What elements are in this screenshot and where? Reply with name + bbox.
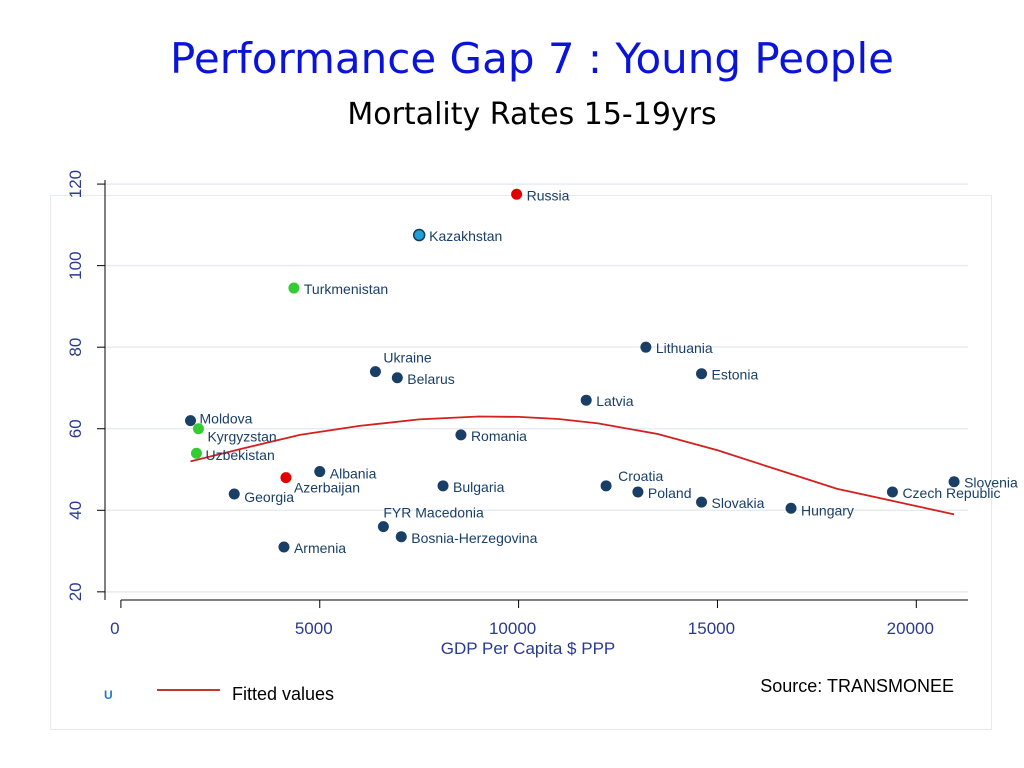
chart-title: Performance Gap 7 : Young People [170, 34, 894, 83]
data-point [185, 415, 197, 427]
chart-subtitle: Mortality Rates 15-19yrs [347, 97, 717, 132]
x-tick-label: 20000 [887, 619, 934, 638]
data-point-label: Russia [527, 187, 570, 203]
data-point [640, 341, 652, 353]
y-tick-label: 120 [66, 170, 85, 198]
data-point-label: Belarus [407, 371, 454, 387]
data-point [455, 429, 467, 441]
data-point-label: Ukraine [383, 350, 431, 366]
data-point [192, 423, 204, 435]
data-point-label: Croatia [618, 468, 663, 484]
data-point [280, 472, 292, 484]
data-point-label: Czech Republic [902, 485, 1000, 501]
source-note: Source: TRANSMONEE [760, 676, 954, 696]
data-point-label: Poland [648, 485, 692, 501]
y-tick-label: 20 [66, 582, 85, 601]
data-point-label: Azerbaijan [294, 480, 360, 496]
y-tick-label: 100 [66, 251, 85, 279]
data-point-label: Armenia [294, 540, 346, 556]
x-tick-label: 5000 [295, 619, 333, 638]
x-tick-label: 0 [110, 619, 119, 638]
data-point-label: Hungary [801, 502, 854, 518]
data-point [948, 476, 960, 488]
y-tick-label: 60 [66, 419, 85, 438]
data-point [785, 502, 797, 514]
data-point [886, 486, 898, 498]
data-point-label: Estonia [712, 367, 759, 383]
x-tick-label: 15000 [688, 619, 735, 638]
y-tick-label: 80 [66, 338, 85, 357]
data-point [696, 368, 708, 380]
data-point-label: Turkmenistan [304, 281, 388, 297]
data-point-label: Kyrgyzstan [207, 429, 276, 445]
data-point-label: Albania [330, 466, 377, 482]
data-point [228, 488, 240, 500]
legend-fitted-label: Fitted values [232, 684, 335, 704]
data-point [437, 480, 449, 492]
data-point-label: Bosnia-Herzegovina [411, 530, 537, 546]
data-point-label: Uzbekistan [205, 447, 274, 463]
legend-marker-text: U [104, 688, 113, 702]
x-tick-label: 10000 [489, 619, 536, 638]
legend-fitted-line-swatch [157, 689, 220, 691]
y-tick-label: 40 [66, 501, 85, 520]
data-point [696, 496, 708, 508]
data-point [278, 541, 290, 553]
data-point-label: Georgia [244, 489, 294, 505]
data-point-label: Lithuania [656, 340, 713, 356]
data-point [314, 466, 326, 478]
data-point [580, 394, 592, 406]
fitted-curve [190, 415, 955, 516]
data-point-label: FYR Macedonia [383, 505, 484, 521]
data-point [412, 228, 426, 242]
data-point [369, 366, 381, 378]
data-point [511, 188, 523, 200]
data-point [377, 521, 389, 533]
data-point-label: Bulgaria [453, 479, 505, 495]
data-point [395, 531, 407, 543]
data-point-label: Latvia [596, 393, 634, 409]
data-point-label: Slovenia [964, 475, 1018, 491]
data-point-label: Slovakia [712, 495, 765, 511]
data-point-label: Romania [471, 428, 527, 444]
data-point [632, 486, 644, 498]
data-point-label: Moldova [200, 411, 253, 427]
data-point [190, 447, 202, 459]
data-point [391, 372, 403, 384]
data-point [288, 282, 300, 294]
data-point-label: Kazakhstan [429, 228, 502, 244]
x-axis-title: GDP Per Capita $ PPP [441, 639, 616, 658]
data-point [600, 480, 612, 492]
